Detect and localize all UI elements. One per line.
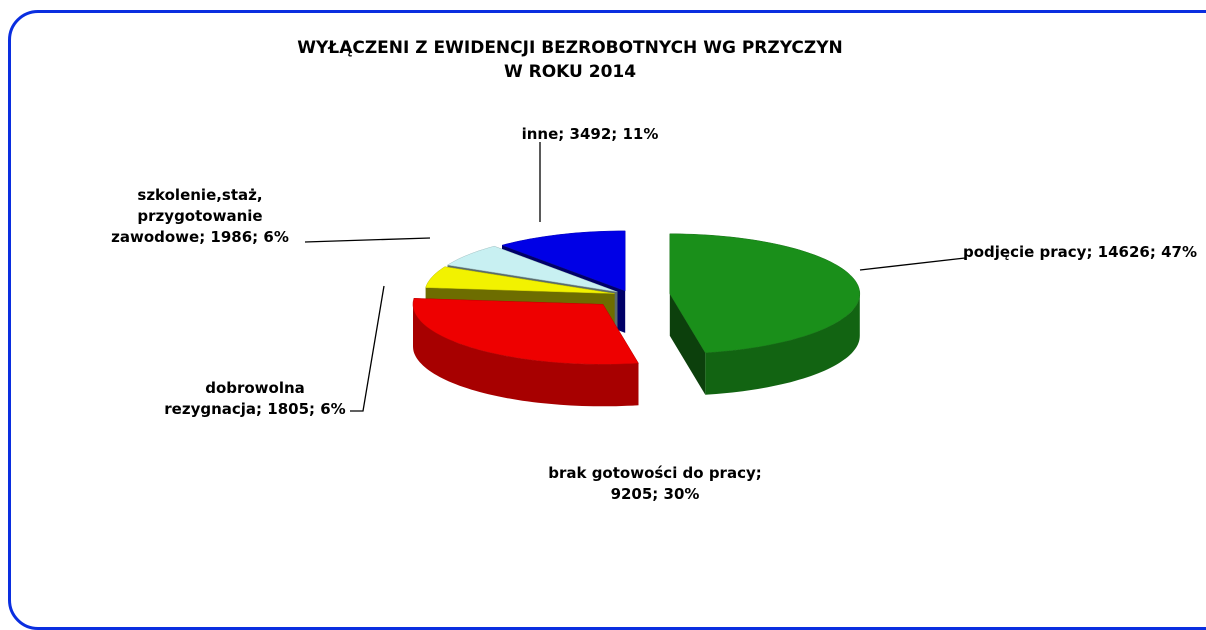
slice <box>412 298 639 365</box>
slice <box>669 233 861 354</box>
leader-line <box>304 237 431 243</box>
slice-edge-wall <box>669 293 706 395</box>
slice <box>425 266 615 294</box>
chart-title: WYŁĄCZENI Z EWIDENCJI BEZROBOTNYCH WG PR… <box>297 38 843 58</box>
chart-subtitle: W ROKU 2014 <box>503 62 637 82</box>
slice-side <box>669 293 860 395</box>
chart <box>304 142 966 412</box>
slice-outer-wall <box>413 304 639 407</box>
page: WYŁĄCZENI Z EWIDENCJI BEZROBOTNYCH WG PR… <box>8 10 1206 630</box>
data-label: dobrowolna rezygnacja; 1805; 6% <box>164 379 346 418</box>
leader-line <box>859 257 966 271</box>
leader-line <box>350 285 385 412</box>
data-label: szkolenie,staż, przygotowanie zawodowe; … <box>111 186 289 246</box>
data-label: inne; 3492; 11% <box>521 125 659 143</box>
slice-outer-wall <box>705 293 860 395</box>
data-label: brak gotowości do pracy; 9205; 30% <box>548 464 762 503</box>
data-label: podjęcie pracy; 14626; 47% <box>963 243 1197 261</box>
slice <box>501 230 626 292</box>
slice <box>446 245 618 293</box>
